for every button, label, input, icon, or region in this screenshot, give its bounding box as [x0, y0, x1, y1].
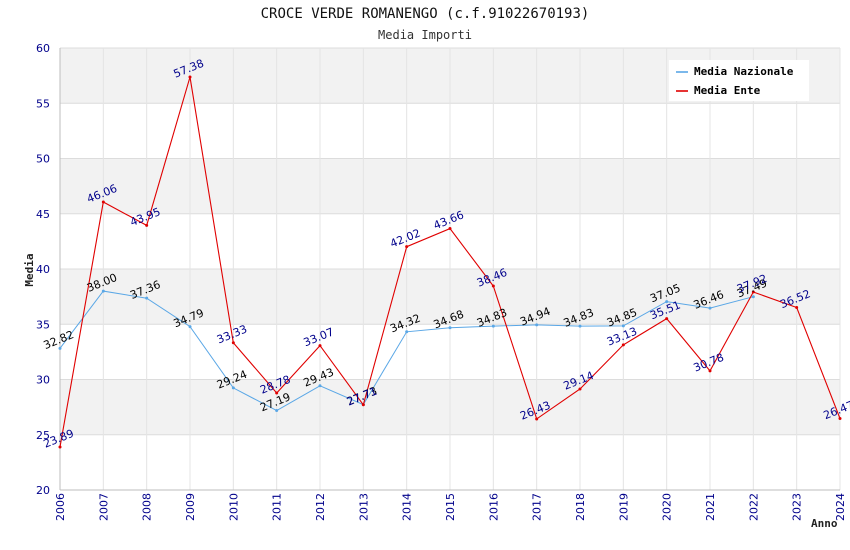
x-tick-label: 2006 [54, 493, 67, 521]
data-point-media-nazionale [751, 295, 755, 299]
data-point-media-ente [318, 344, 322, 348]
x-tick-label: 2019 [617, 493, 630, 521]
x-tick-label: 2011 [271, 493, 284, 521]
series-layer [58, 75, 842, 449]
data-point-media-nazionale [708, 306, 712, 310]
data-point-media-nazionale [535, 323, 539, 327]
data-point-media-ente [448, 227, 452, 231]
data-point-media-nazionale [448, 326, 452, 330]
legend: Media Nazionale Media Ente [669, 60, 809, 101]
x-tick-label: 2014 [401, 493, 414, 521]
y-tick-label: 55 [36, 97, 50, 110]
data-point-media-nazionale [621, 324, 625, 328]
legend-label-media-nazionale: Media Nazionale [694, 65, 794, 78]
data-point-media-ente [491, 284, 495, 288]
x-tick-label: 2024 [834, 493, 847, 521]
y-tick-label: 60 [36, 42, 50, 55]
x-tick-label: 2015 [444, 493, 457, 521]
y-axis-label: Media [23, 253, 36, 286]
x-tick-label: 2022 [747, 493, 760, 521]
y-tick-label: 35 [36, 318, 50, 331]
legend-label-media-ente: Media Ente [694, 84, 761, 97]
data-point-media-nazionale [58, 346, 62, 350]
x-axis-ticks: 2006 2007 2008 2009 2010 2011 2012 2013 2014 2015… [54, 493, 847, 521]
x-tick-label: 2021 [704, 493, 717, 521]
data-point-media-ente [188, 75, 192, 79]
x-tick-label: 2007 [97, 493, 110, 521]
x-tick-label: 2023 [791, 493, 804, 521]
data-point-media-nazionale [491, 324, 495, 328]
gridlines [59, 47, 841, 491]
x-tick-label: 2012 [314, 493, 327, 521]
data-point-media-ente [101, 200, 105, 204]
x-tick-label: 2016 [487, 493, 500, 521]
data-point-media-nazionale [275, 409, 279, 413]
x-tick-label: 2013 [357, 493, 370, 521]
y-tick-label: 20 [36, 484, 50, 497]
data-point-media-ente [838, 417, 842, 421]
x-tick-label: 2020 [661, 493, 674, 521]
data-point-media-ente [145, 223, 149, 227]
chart-title: CROCE VERDE ROMANENGO (c.f.91022670193) [261, 6, 590, 22]
data-point-media-nazionale [188, 325, 192, 329]
y-tick-label: 40 [36, 263, 50, 276]
y-axis-ticks: 20 25 30 35 40 45 50 55 60 [36, 42, 50, 497]
data-point-media-ente [535, 417, 539, 421]
data-point-media-nazionale [318, 384, 322, 388]
x-tick-label: 2009 [184, 493, 197, 521]
data-point-media-ente [751, 290, 755, 294]
data-point-media-ente [275, 391, 279, 395]
x-axis-label: Anno [811, 517, 838, 530]
data-point-media-nazionale [665, 300, 669, 304]
data-point-media-ente [665, 317, 669, 321]
data-point-media-ente [621, 343, 625, 347]
data-point-media-ente [578, 387, 582, 391]
data-point-media-ente [405, 245, 409, 249]
x-tick-label: 2010 [227, 493, 240, 521]
data-point-media-ente [795, 305, 799, 309]
data-point-media-ente [58, 445, 62, 449]
x-tick-label: 2018 [574, 493, 587, 521]
data-point-media-ente [708, 369, 712, 373]
data-point-media-ente [231, 341, 235, 345]
y-tick-label: 50 [36, 153, 50, 166]
chart-subtitle: Media Importi [378, 28, 472, 42]
data-point-media-nazionale [578, 324, 582, 328]
data-point-media-nazionale [405, 330, 409, 334]
x-tick-label: 2017 [531, 493, 544, 521]
legend-box [669, 60, 809, 101]
data-point-media-nazionale [231, 386, 235, 390]
y-tick-label: 45 [36, 208, 50, 221]
data-point-media-ente [361, 403, 365, 407]
x-tick-label: 2008 [141, 493, 154, 521]
y-tick-label: 30 [36, 374, 50, 387]
data-point-media-nazionale [145, 296, 149, 300]
y-tick-label: 25 [36, 429, 50, 442]
data-point-media-nazionale [101, 289, 105, 293]
